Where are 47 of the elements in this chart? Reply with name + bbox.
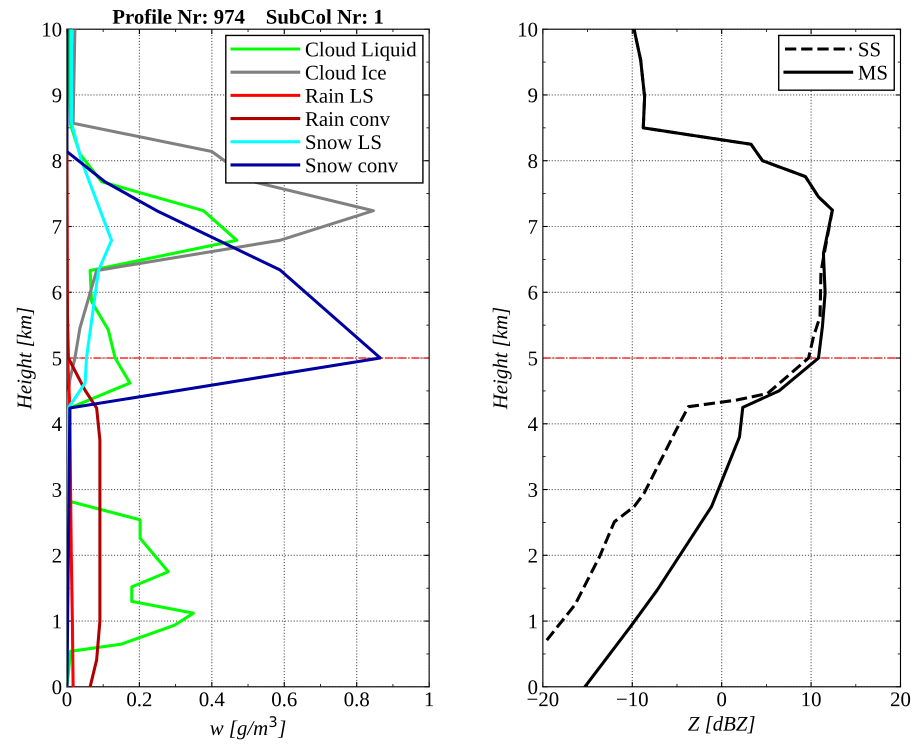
y-tick-label: 6	[52, 286, 62, 300]
chart-title: Profile Nr: 974 SubCol Nr: 1	[112, 8, 383, 24]
y-tick-label: 4	[52, 417, 62, 432]
x-tick-label: 0.2	[127, 692, 152, 706]
legend-label: MS	[858, 66, 887, 80]
y-tick-label: 6	[528, 286, 538, 300]
legend-label: Rain conv	[306, 112, 390, 126]
y-tick-label: 3	[52, 482, 62, 497]
x-tick-label: 0	[717, 692, 726, 706]
x-tick-label: −10	[617, 692, 648, 706]
y-tick-label: 8	[52, 154, 62, 168]
x-tick-label: 1	[426, 692, 434, 706]
legend-label: SS	[859, 42, 880, 56]
y-tick-label: 7	[528, 220, 538, 234]
y-tick-label: 5	[52, 352, 62, 366]
x-tick-label: 0.8	[344, 692, 369, 706]
y-tick-label: 0	[528, 680, 538, 694]
legend-label: Rain LS	[306, 88, 373, 103]
y-tick-label: 10	[43, 22, 62, 37]
y-tick-label: 10	[519, 22, 538, 37]
x-tick-label: −20	[528, 692, 558, 706]
y-axis-title: Height [km]	[492, 308, 512, 410]
y-tick-label: 7	[53, 220, 62, 234]
y-tick-label: 3	[528, 482, 538, 497]
x-tick-label: 0.6	[272, 692, 297, 706]
y-axis-title: Height [km]	[16, 308, 36, 410]
x-tick-label: 20	[890, 692, 910, 706]
x-tick-label: 10	[802, 692, 821, 706]
x-axis-title: Z [dBZ]	[688, 716, 755, 734]
y-tick-label: 2	[52, 548, 61, 563]
y-tick-label: 5	[528, 352, 538, 366]
y-tick-label: 1	[53, 614, 61, 628]
y-tick-label: 0	[52, 680, 62, 694]
x-tick-label: 0.4	[200, 692, 225, 706]
y-tick-label: 9	[52, 88, 62, 102]
line-series	[66, 152, 102, 687]
y-tick-label: 9	[528, 88, 538, 102]
x-tick-label: 0	[62, 692, 72, 706]
y-tick-label: 2	[528, 548, 537, 563]
legend-label: Snow LS	[306, 135, 381, 150]
legend-label: Snow conv	[306, 158, 398, 172]
y-tick-label: 1	[529, 614, 537, 628]
legend-label: Cloud Liquid	[306, 42, 416, 61]
x-axis-title: w [g/m$^{3}$]	[210, 716, 286, 740]
y-tick-label: 4	[528, 417, 538, 432]
legend-label: Cloud Ice	[306, 65, 386, 80]
y-tick-label: 8	[528, 154, 538, 168]
